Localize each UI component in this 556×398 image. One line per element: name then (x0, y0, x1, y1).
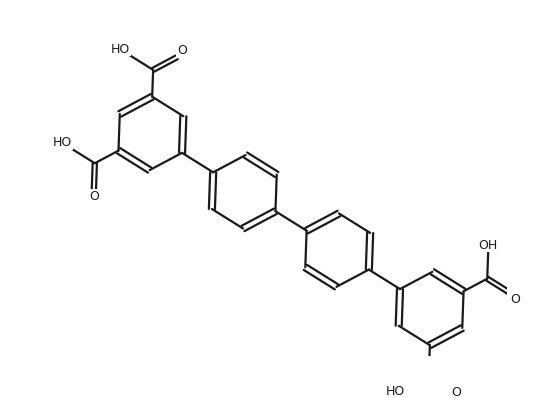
Text: O: O (89, 190, 99, 203)
Text: HO: HO (111, 43, 130, 56)
Text: HO: HO (53, 136, 72, 149)
Text: O: O (510, 293, 520, 306)
Text: OH: OH (479, 239, 498, 252)
Text: O: O (177, 44, 187, 57)
Text: O: O (451, 386, 461, 398)
Text: HO: HO (386, 384, 405, 398)
